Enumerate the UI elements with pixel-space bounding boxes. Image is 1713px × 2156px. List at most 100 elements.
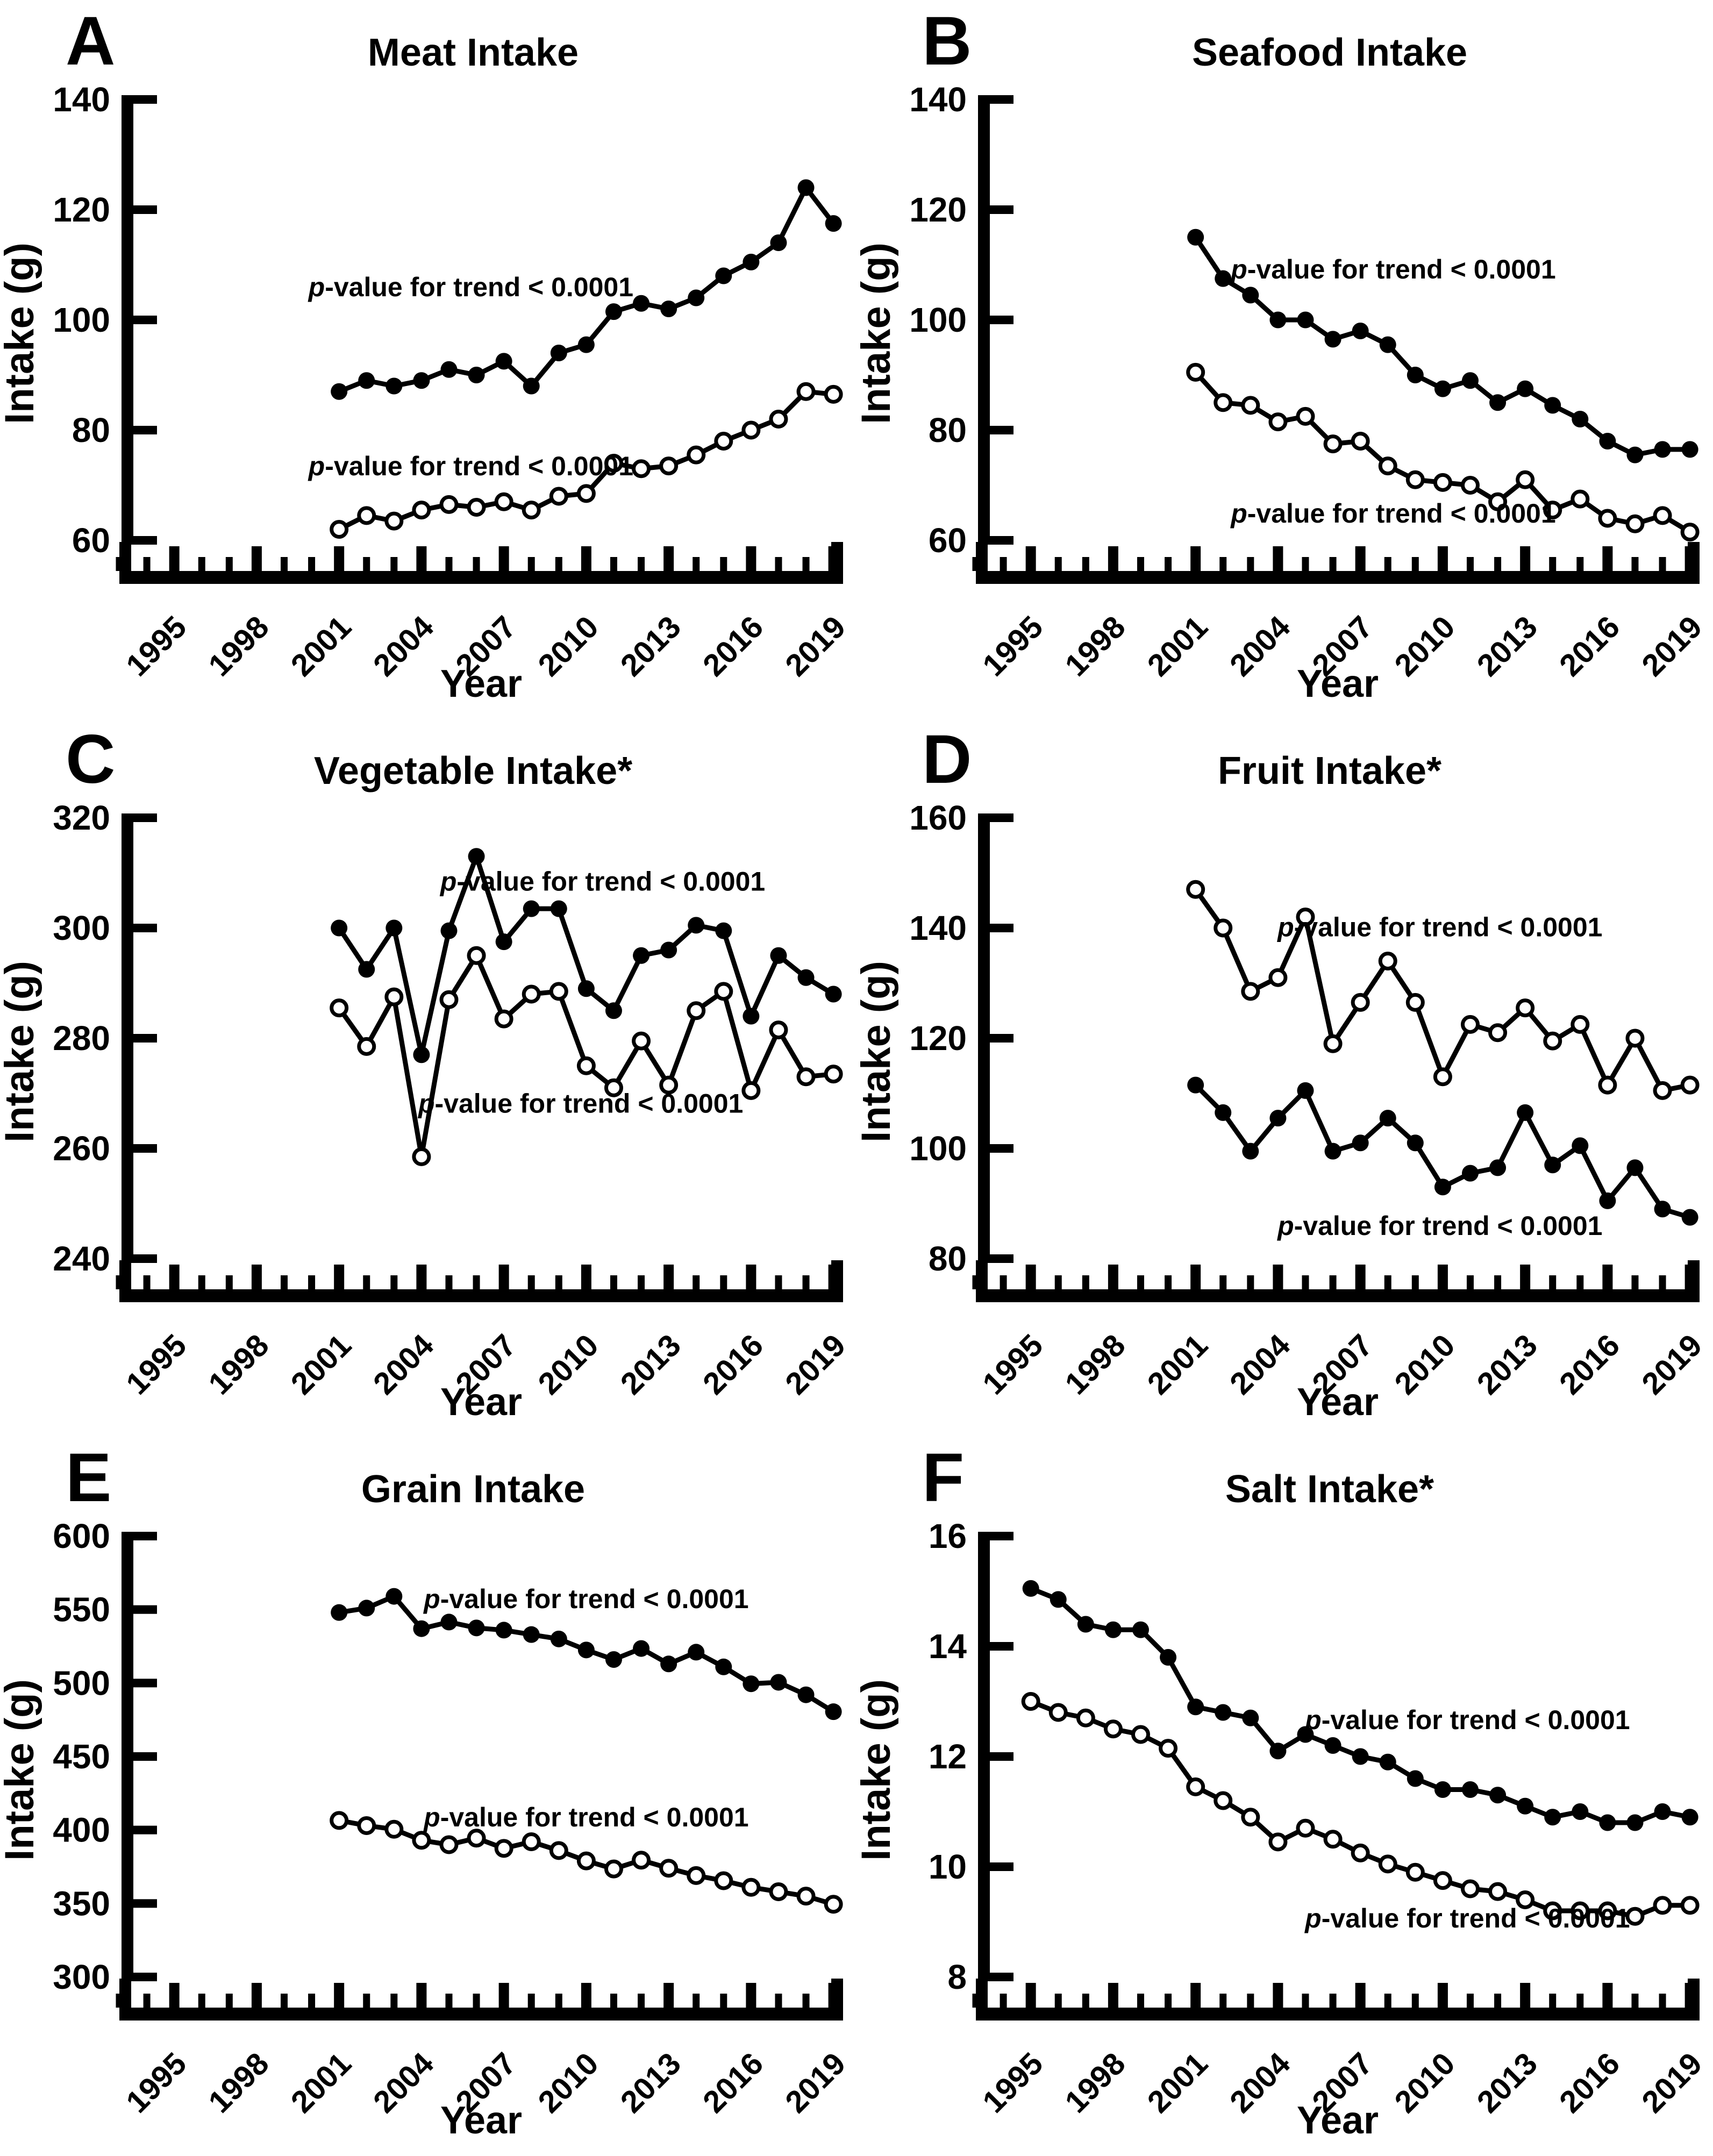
panel-f: 8 10 12 14 16 1995 1998 2001 2004 2007 2010 2013 201… bbox=[856, 1437, 1713, 2155]
svg-text:60: 60 bbox=[929, 521, 967, 560]
svg-text:p-value for trend < 0.0001: p-value for trend < 0.0001 bbox=[308, 272, 633, 302]
svg-text:8: 8 bbox=[947, 1958, 967, 1996]
svg-text:140: 140 bbox=[909, 909, 967, 947]
svg-text:2016: 2016 bbox=[1553, 609, 1626, 683]
y-axis-label: Intake (g) bbox=[856, 961, 899, 1143]
panel-c: 240 260 280 300 320 1995 1998 2001 2004 2007 2010 2… bbox=[0, 718, 856, 1437]
x-axis-label: Year bbox=[1297, 1381, 1379, 1424]
chart-title: Salt Intake* bbox=[1225, 1468, 1434, 1511]
svg-text:2004: 2004 bbox=[1223, 1327, 1297, 1401]
panel-letter: A bbox=[66, 3, 115, 80]
svg-text:2001: 2001 bbox=[284, 609, 358, 683]
svg-text:1995: 1995 bbox=[976, 1327, 1050, 1401]
chart-title: Seafood Intake bbox=[1192, 31, 1467, 74]
series-layer: p-value for trend < 0.0001 p-value for tr… bbox=[330, 848, 843, 1166]
svg-text:2019: 2019 bbox=[779, 609, 852, 683]
svg-text:80: 80 bbox=[929, 411, 967, 449]
svg-text:160: 160 bbox=[909, 798, 967, 837]
svg-text:2019: 2019 bbox=[1635, 609, 1709, 683]
svg-text:100: 100 bbox=[53, 301, 110, 339]
svg-text:p-value for trend < 0.0001: p-value for trend < 0.0001 bbox=[423, 1802, 748, 1832]
panel-e: 300 350 400 450 500 550 600 1995 1998 2001 2004 200… bbox=[0, 1437, 856, 2155]
svg-text:450: 450 bbox=[53, 1737, 110, 1776]
series-layer: p-value for trend < 0.0001 p-value for tr… bbox=[330, 1584, 843, 1914]
svg-text:2001: 2001 bbox=[284, 2046, 358, 2119]
svg-text:2010: 2010 bbox=[531, 609, 605, 683]
svg-text:600: 600 bbox=[53, 1517, 110, 1555]
svg-text:1998: 1998 bbox=[202, 1327, 275, 1401]
svg-text:350: 350 bbox=[53, 1884, 110, 1923]
x-axis-label: Year bbox=[440, 662, 522, 705]
svg-text:2004: 2004 bbox=[1223, 2046, 1297, 2119]
svg-text:p-value for trend < 0.0001: p-value for trend < 0.0001 bbox=[1276, 1211, 1602, 1241]
svg-text:2016: 2016 bbox=[1553, 2046, 1626, 2119]
svg-text:300: 300 bbox=[53, 1958, 110, 1996]
svg-text:120: 120 bbox=[53, 190, 110, 229]
svg-text:2004: 2004 bbox=[367, 1327, 440, 1401]
svg-text:1998: 1998 bbox=[202, 609, 275, 683]
svg-text:p-value for trend < 0.0001: p-value for trend < 0.0001 bbox=[423, 1584, 748, 1614]
svg-text:2010: 2010 bbox=[1388, 609, 1461, 683]
y-axis-label: Intake (g) bbox=[0, 961, 42, 1143]
panel-letter: B bbox=[922, 3, 972, 80]
svg-text:2019: 2019 bbox=[1635, 2046, 1709, 2119]
x-axis-label: Year bbox=[1297, 2099, 1379, 2142]
svg-text:140: 140 bbox=[909, 80, 967, 119]
chart-title: Grain Intake bbox=[361, 1468, 585, 1511]
svg-text:2004: 2004 bbox=[367, 609, 440, 683]
svg-text:2016: 2016 bbox=[696, 2046, 770, 2119]
svg-text:2010: 2010 bbox=[531, 2046, 605, 2119]
svg-text:p-value for trend < 0.0001: p-value for trend < 0.0001 bbox=[1304, 1705, 1630, 1735]
svg-text:400: 400 bbox=[53, 1811, 110, 1850]
chart-title: Vegetable Intake* bbox=[314, 749, 632, 793]
chart-title: Fruit Intake* bbox=[1218, 749, 1441, 793]
svg-text:2013: 2013 bbox=[614, 2046, 688, 2119]
y-axis-label: Intake (g) bbox=[856, 1679, 899, 1861]
svg-text:120: 120 bbox=[909, 190, 967, 229]
svg-text:80: 80 bbox=[929, 1239, 967, 1278]
svg-text:100: 100 bbox=[909, 301, 967, 339]
svg-text:500: 500 bbox=[53, 1664, 110, 1702]
svg-text:2016: 2016 bbox=[696, 609, 770, 683]
svg-text:240: 240 bbox=[53, 1239, 110, 1278]
svg-text:14: 14 bbox=[929, 1627, 967, 1666]
panel-letter: E bbox=[66, 1439, 111, 1516]
x-axis-label: Year bbox=[1297, 662, 1379, 705]
panel-d: 80 100 120 140 160 1995 1998 2001 2004 2007 2010 20… bbox=[856, 718, 1713, 1437]
svg-text:2010: 2010 bbox=[531, 1327, 605, 1401]
svg-text:2001: 2001 bbox=[1141, 2046, 1215, 2119]
svg-text:2013: 2013 bbox=[1471, 1327, 1544, 1401]
svg-text:1998: 1998 bbox=[1058, 2046, 1132, 2119]
svg-text:60: 60 bbox=[72, 521, 110, 560]
svg-text:1995: 1995 bbox=[119, 1327, 193, 1401]
x-axis-label: Year bbox=[440, 2099, 522, 2142]
svg-text:100: 100 bbox=[909, 1129, 967, 1168]
svg-text:p-value for trend < 0.0001: p-value for trend < 0.0001 bbox=[1230, 254, 1555, 284]
svg-text:p-value for trend < 0.0001: p-value for trend < 0.0001 bbox=[1304, 1903, 1630, 1933]
svg-text:2010: 2010 bbox=[1388, 2046, 1461, 2119]
svg-text:2001: 2001 bbox=[1141, 1327, 1215, 1401]
svg-text:2013: 2013 bbox=[614, 1327, 688, 1401]
svg-text:260: 260 bbox=[53, 1129, 110, 1168]
svg-text:10: 10 bbox=[929, 1847, 967, 1886]
y-axis-label: Intake (g) bbox=[0, 1679, 42, 1861]
svg-text:140: 140 bbox=[53, 80, 110, 119]
svg-text:300: 300 bbox=[53, 909, 110, 947]
svg-text:120: 120 bbox=[909, 1019, 967, 1058]
series-layer: p-value for trend < 0.0001 p-value for tr… bbox=[1186, 229, 1700, 542]
svg-text:2013: 2013 bbox=[1471, 2046, 1544, 2119]
svg-text:2001: 2001 bbox=[1141, 609, 1215, 683]
svg-text:2019: 2019 bbox=[1635, 1327, 1709, 1401]
svg-text:2010: 2010 bbox=[1388, 1327, 1461, 1401]
y-axis-label: Intake (g) bbox=[856, 242, 899, 424]
svg-text:2013: 2013 bbox=[614, 609, 688, 683]
panel-letter: D bbox=[922, 721, 972, 798]
